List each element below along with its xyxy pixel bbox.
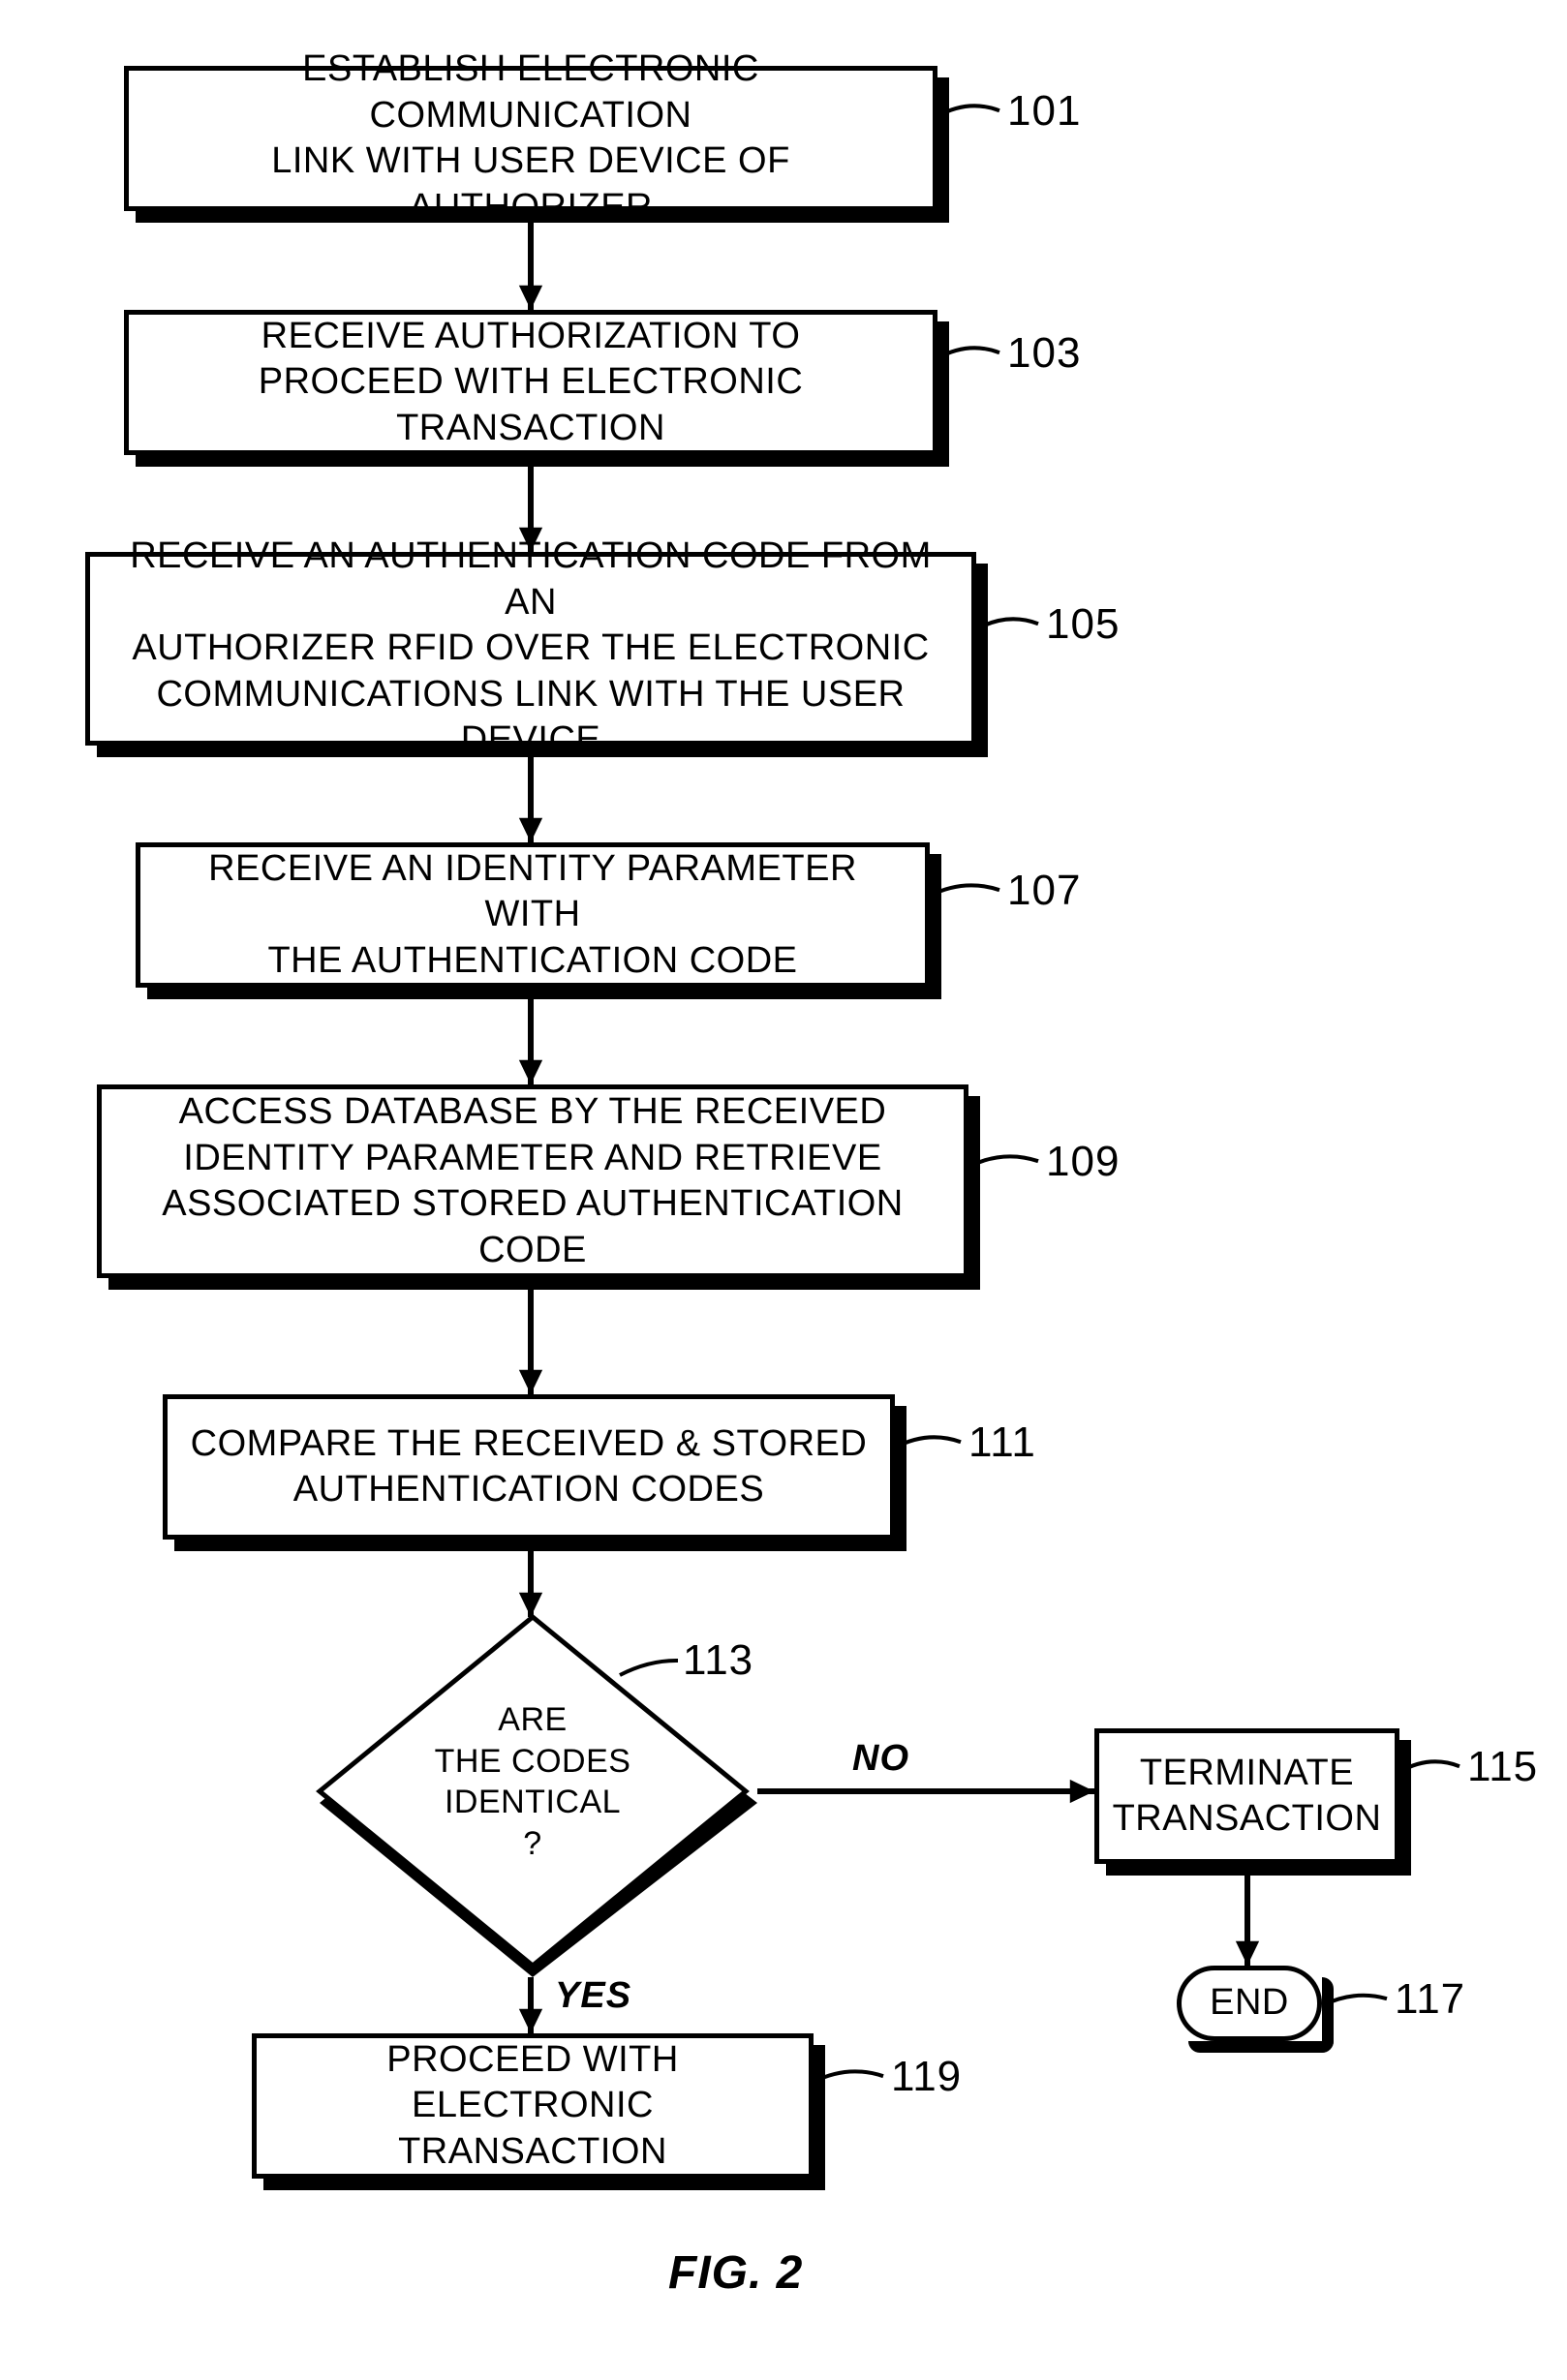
ref-label: 113: [683, 1636, 753, 1685]
ref-label: 117: [1395, 1975, 1465, 2024]
flow-node-n119: PROCEED WITH ELECTRONIC TRANSACTION: [252, 2033, 814, 2179]
flow-node-n117: END: [1177, 1966, 1322, 2041]
ref-label: 107: [1007, 867, 1081, 915]
flow-node-text: RECEIVE AUTHORIZATION TO PROCEED WITH EL…: [146, 314, 915, 452]
flow-node-text: RECEIVE AN AUTHENTICATION CODE FROM AN A…: [108, 534, 954, 764]
edge-label-no: NO: [852, 1738, 909, 1780]
flow-node-text: COMPARE THE RECEIVED & STORED AUTHENTICA…: [191, 1421, 868, 1513]
flow-node-text: RECEIVE AN IDENTITY PARAMETER WITH THE A…: [158, 846, 907, 985]
ref-label: 119: [891, 2053, 962, 2101]
flow-node-n109: ACCESS DATABASE BY THE RECEIVED IDENTITY…: [97, 1084, 968, 1278]
flow-node-text: END: [1210, 1980, 1289, 2027]
flow-node-text: ACCESS DATABASE BY THE RECEIVED IDENTITY…: [119, 1089, 946, 1273]
edge-label-yes: YES: [555, 1975, 631, 2017]
figure-label: FIG. 2: [668, 2246, 803, 2300]
flow-node-n111: COMPARE THE RECEIVED & STORED AUTHENTICA…: [163, 1394, 895, 1540]
ref-label: 105: [1046, 600, 1120, 649]
flow-node-text: TERMINATE TRANSACTION: [1113, 1751, 1382, 1843]
flow-node-n101: ESTABLISH ELECTRONIC COMMUNICATION LINK …: [124, 66, 937, 211]
flow-node-text: PROCEED WITH ELECTRONIC TRANSACTION: [274, 2037, 791, 2176]
flow-node-n105: RECEIVE AN AUTHENTICATION CODE FROM AN A…: [85, 552, 976, 746]
decision-text: ARE THE CODES IDENTICAL ?: [397, 1699, 668, 1864]
ref-label: 109: [1046, 1138, 1120, 1186]
flow-node-n103: RECEIVE AUTHORIZATION TO PROCEED WITH EL…: [124, 310, 937, 455]
flow-node-text: ESTABLISH ELECTRONIC COMMUNICATION LINK …: [146, 46, 915, 230]
flow-node-n107: RECEIVE AN IDENTITY PARAMETER WITH THE A…: [136, 842, 930, 988]
ref-label: 115: [1467, 1743, 1538, 1791]
ref-label: 101: [1007, 87, 1081, 136]
flow-node-n115: TERMINATE TRANSACTION: [1094, 1728, 1399, 1864]
ref-label: 111: [968, 1419, 1036, 1467]
ref-label: 103: [1007, 329, 1081, 378]
